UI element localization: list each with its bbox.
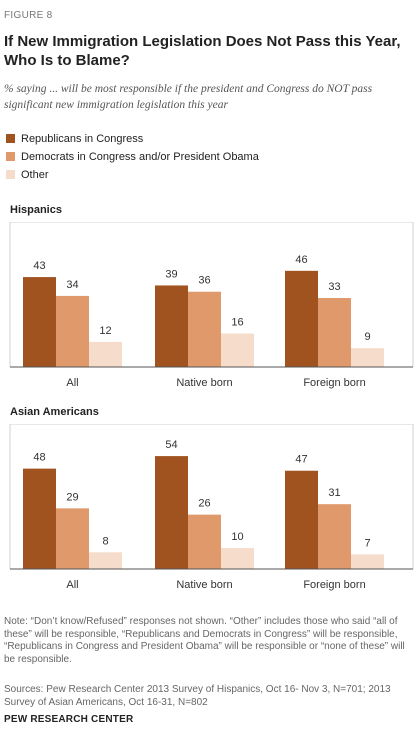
figure-label: FIGURE 8 <box>4 10 53 21</box>
data-label: 8 <box>102 535 108 547</box>
data-label: 31 <box>328 487 340 499</box>
data-label: 34 <box>66 279 78 291</box>
legend-item-republicans: Republicans in Congress <box>4 133 143 147</box>
bar-republicans-in-congress-native-born <box>155 285 188 367</box>
data-label: 7 <box>364 537 370 549</box>
category-label: All <box>66 579 78 591</box>
data-label: 54 <box>165 439 177 451</box>
asian-americans-bar-chart: 48 29 8 All 54 26 10 Native born 47 31 7 Foreign bo… <box>9 424 414 591</box>
category-label: Native born <box>176 377 232 389</box>
data-label: 10 <box>231 531 243 543</box>
data-label: 12 <box>99 325 111 337</box>
data-label: 33 <box>328 281 340 293</box>
category-label: Foreign born <box>303 377 365 389</box>
bar-other-foreign-born <box>351 348 384 367</box>
chart-note: Note: “Don’t know/Refused” responses not… <box>4 616 405 665</box>
bar-democrats-in-congress-and-or-president-obama-foreign-born <box>318 504 351 569</box>
legend-label: Other <box>21 169 49 181</box>
bar-republicans-in-congress-all <box>23 277 56 367</box>
category-label: Foreign born <box>303 579 365 591</box>
data-label: 26 <box>198 498 210 510</box>
legend-label: Democrats in Congress and/or President O… <box>21 151 259 163</box>
bar-republicans-in-congress-all <box>23 468 56 569</box>
bar-democrats-in-congress-and-or-president-obama-foreign-born <box>318 298 351 367</box>
category-label: Native born <box>176 579 232 591</box>
legend-label: Republicans in Congress <box>21 133 144 145</box>
category-label: All <box>66 377 78 389</box>
bar-republicans-in-congress-foreign-born <box>285 470 318 569</box>
bar-democrats-in-congress-and-or-president-obama-all <box>56 508 89 569</box>
data-label: 39 <box>165 268 177 280</box>
chart-sources: Sources: Pew Research Center 2013 Survey… <box>4 684 391 708</box>
data-label: 47 <box>295 454 307 466</box>
bar-other-native-born <box>221 333 254 367</box>
bar-other-all <box>89 341 122 367</box>
legend-swatch <box>6 169 15 179</box>
bar-other-native-born <box>221 548 254 569</box>
legend-item-other: Other <box>4 169 49 183</box>
data-label: 9 <box>364 331 370 343</box>
data-label: 46 <box>295 254 307 266</box>
legend-swatch <box>6 151 15 161</box>
hispanics-bar-chart: 43 34 12 All 39 36 16 Native born 46 33 9 Foreign b… <box>9 222 414 389</box>
bar-democrats-in-congress-and-or-president-obama-native-born <box>188 291 221 367</box>
data-label: 48 <box>33 452 45 464</box>
chart-title: If New Immigration Legislation Does Not … <box>4 33 401 69</box>
data-label: 16 <box>231 317 243 329</box>
organization-name: PEW RESEARCH CENTER <box>4 714 134 725</box>
data-label: 43 <box>33 260 45 272</box>
panel-title-hispanics: Hispanics <box>10 204 62 216</box>
data-label: 29 <box>66 491 78 503</box>
chart-subtitle: % saying ... will be most responsible if… <box>4 83 373 111</box>
data-label: 36 <box>198 275 210 287</box>
bar-other-foreign-born <box>351 554 384 569</box>
bar-democrats-in-congress-and-or-president-obama-native-born <box>188 514 221 569</box>
bar-other-all <box>89 552 122 569</box>
legend-item-democrats: Democrats in Congress and/or President O… <box>4 151 259 165</box>
bar-republicans-in-congress-native-born <box>155 456 188 569</box>
bar-democrats-in-congress-and-or-president-obama-all <box>56 295 89 367</box>
panel-title-asian-americans: Asian Americans <box>10 406 99 418</box>
bar-republicans-in-congress-foreign-born <box>285 270 318 367</box>
legend-swatch <box>6 133 15 143</box>
